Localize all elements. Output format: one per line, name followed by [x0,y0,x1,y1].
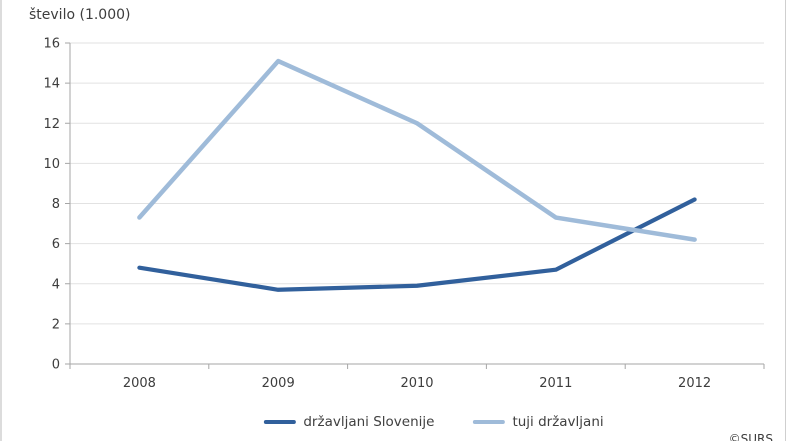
svg-text:4: 4 [52,277,60,292]
chart-title: število (1.000) [29,7,131,23]
svg-text:10: 10 [43,157,60,172]
svg-text:8: 8 [52,197,60,212]
svg-text:14: 14 [43,77,60,92]
svg-text:2009: 2009 [262,376,295,391]
svg-text:2010: 2010 [400,376,433,391]
chart-legend: državljani Slovenije tuji državljani [263,414,604,430]
legend-label-citizens: državljani Slovenije [303,414,435,430]
watermark-surs: ©SURS [728,432,773,441]
svg-text:6: 6 [52,237,60,252]
svg-text:2012: 2012 [678,376,711,391]
svg-text:12: 12 [43,117,60,132]
legend-item-foreign: tuji državljani [472,414,604,430]
legend-label-foreign: tuji državljani [512,414,604,430]
svg-text:2: 2 [52,317,60,332]
legend-swatch-dark-line [263,420,296,424]
svg-text:2008: 2008 [123,376,156,391]
svg-text:16: 16 [43,37,60,52]
legend-item-citizens: državljani Slovenije [263,414,434,430]
svg-text:2011: 2011 [539,376,572,391]
svg-text:0: 0 [52,358,60,373]
legend-swatch-light-line [472,420,505,424]
